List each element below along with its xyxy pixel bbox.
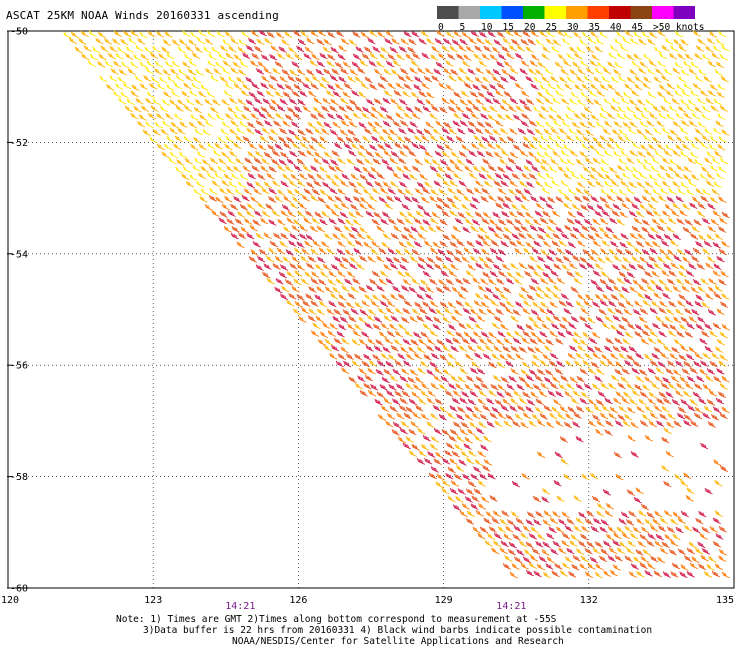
- colorbar-label: 20: [524, 22, 536, 33]
- colorbar-label: 10: [481, 22, 493, 33]
- y-tick-label: -52: [10, 138, 28, 149]
- colorbar-label: 0: [438, 22, 444, 33]
- colorbar-label: 40: [610, 22, 622, 33]
- x-tick-label: 126: [289, 595, 307, 606]
- colorbar-label: 15: [503, 22, 514, 33]
- x-tick-label: 120: [1, 595, 19, 606]
- notes-line-1: Note: 1) Times are GMT 2)Times along bot…: [116, 614, 557, 625]
- y-tick-label: -56: [10, 361, 28, 372]
- colorbar-swatch: [652, 6, 674, 19]
- colorbar-swatch: [630, 6, 652, 19]
- colorbar-swatch: [609, 6, 631, 19]
- colorbar-label: 25: [546, 22, 557, 33]
- colorbar-swatch: [458, 6, 480, 19]
- wind-barb-group: [63, 30, 730, 196]
- x-tick-label: 132: [580, 595, 598, 606]
- time-label: 14:21: [225, 601, 255, 612]
- colorbar-swatch: [587, 6, 609, 19]
- wind-barb-group: [208, 30, 730, 578]
- colorbar-swatch: [566, 6, 588, 19]
- colorbar-label: >50 knots: [653, 22, 704, 33]
- time-label: 14:21: [496, 601, 526, 612]
- x-tick-label: 123: [144, 595, 162, 606]
- colorbar-swatch: [437, 6, 459, 19]
- colorbar-label: 5: [460, 22, 466, 33]
- colorbar-label: 45: [632, 22, 643, 33]
- notes-line-3: NOAA/NESDIS/Center for Satellite Applica…: [232, 636, 564, 647]
- colorbar-swatch: [523, 6, 545, 19]
- plot-frame: [7, 30, 735, 589]
- wind-barb-group: [218, 29, 725, 579]
- y-tick-label: -50: [10, 27, 28, 38]
- map-title: ASCAT 25KM NOAA Winds 20160331 ascending: [6, 9, 279, 22]
- x-tick-label: 129: [435, 595, 453, 606]
- colorbar-label: 30: [567, 22, 579, 33]
- wind-barb-group: [204, 29, 730, 579]
- y-tick-label: -60: [10, 584, 28, 595]
- notes-line-2: 3)Data buffer is 22 hrs from 20160331 4)…: [143, 625, 653, 636]
- y-tick-label: -58: [10, 472, 28, 483]
- colorbar-swatch: [480, 6, 502, 19]
- colorbar-swatch: [501, 6, 523, 19]
- x-tick-label: 135: [716, 595, 734, 606]
- colorbar-swatch: [673, 6, 695, 19]
- colorbar-label: 35: [589, 22, 600, 33]
- y-tick-label: -54: [10, 249, 28, 260]
- colorbar-swatch: [544, 6, 566, 19]
- wind-barb-group: [68, 29, 730, 579]
- wind-speed-colorbar: 0 5 10 15 20 25 30 35 40 45 >50 knots: [437, 6, 704, 33]
- wind-barbs: [63, 29, 730, 579]
